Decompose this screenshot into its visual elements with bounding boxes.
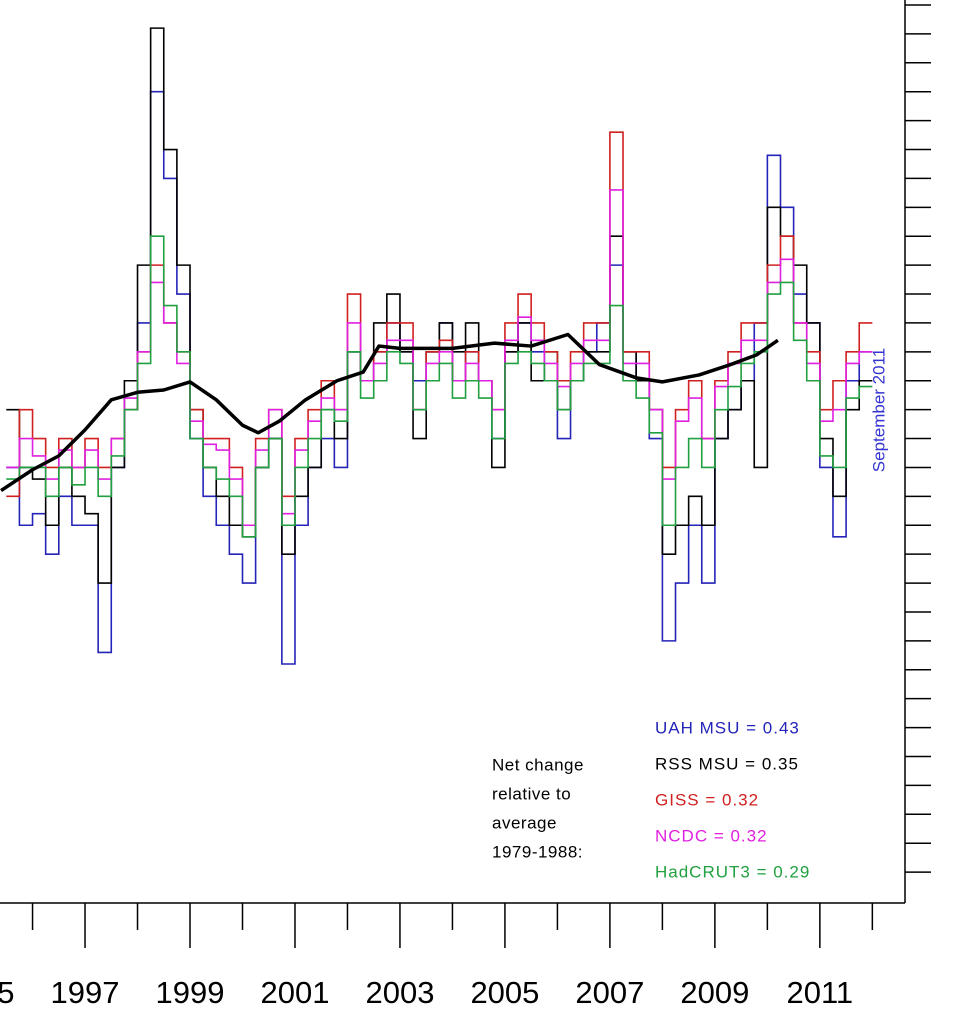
x-tick-label: 1999	[156, 975, 225, 1010]
note-text: 1979-1988:	[492, 842, 583, 861]
x-tick-label: 2001	[260, 975, 329, 1010]
x-tick-label: 1995	[0, 975, 15, 1010]
x-tick-label: 1997	[51, 975, 120, 1010]
legend-entry: NCDC = 0.32	[655, 826, 768, 845]
legend-entry: HadCRUT3 = 0.29	[655, 862, 810, 881]
plot	[0, 27, 873, 665]
x-tick-label: 2007	[575, 975, 644, 1010]
x-tick-label: 2003	[365, 975, 434, 1010]
x-tick-label: 2005	[470, 975, 539, 1010]
annotation: September 2011	[869, 348, 888, 472]
x-tick-label: 2009	[680, 975, 749, 1010]
legend-entry: RSS MSU = 0.35	[655, 754, 799, 773]
note-text: average	[492, 813, 557, 832]
note-text: relative to	[492, 784, 571, 803]
mean-line	[0, 332, 779, 493]
note-text: Net change	[492, 755, 584, 774]
x-tick-label: 2011	[787, 975, 854, 1010]
legend-entry: UAH MSU = 0.43	[655, 718, 800, 737]
legend-entry: GISS = 0.32	[655, 790, 759, 809]
series-line	[6, 235, 873, 538]
